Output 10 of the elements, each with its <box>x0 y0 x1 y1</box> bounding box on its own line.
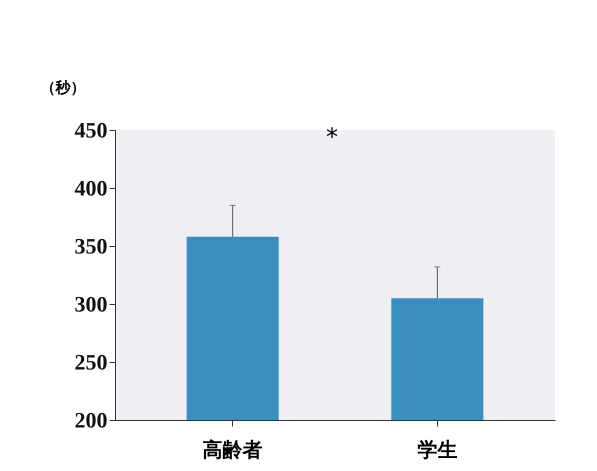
y-axis-title: （秒） <box>40 78 86 96</box>
y-tick-label: 250 <box>74 350 108 374</box>
y-tick-label: 200 <box>74 408 108 432</box>
y-tick-label: 300 <box>74 292 108 316</box>
y-tick-label: 450 <box>74 118 108 142</box>
y-tick-label: 400 <box>74 176 108 200</box>
x-tick-label: 高齢者 <box>202 438 263 462</box>
annotation: * <box>326 123 338 151</box>
x-tick-label: 学生 <box>417 438 458 462</box>
y-tick-label: 350 <box>74 234 108 258</box>
